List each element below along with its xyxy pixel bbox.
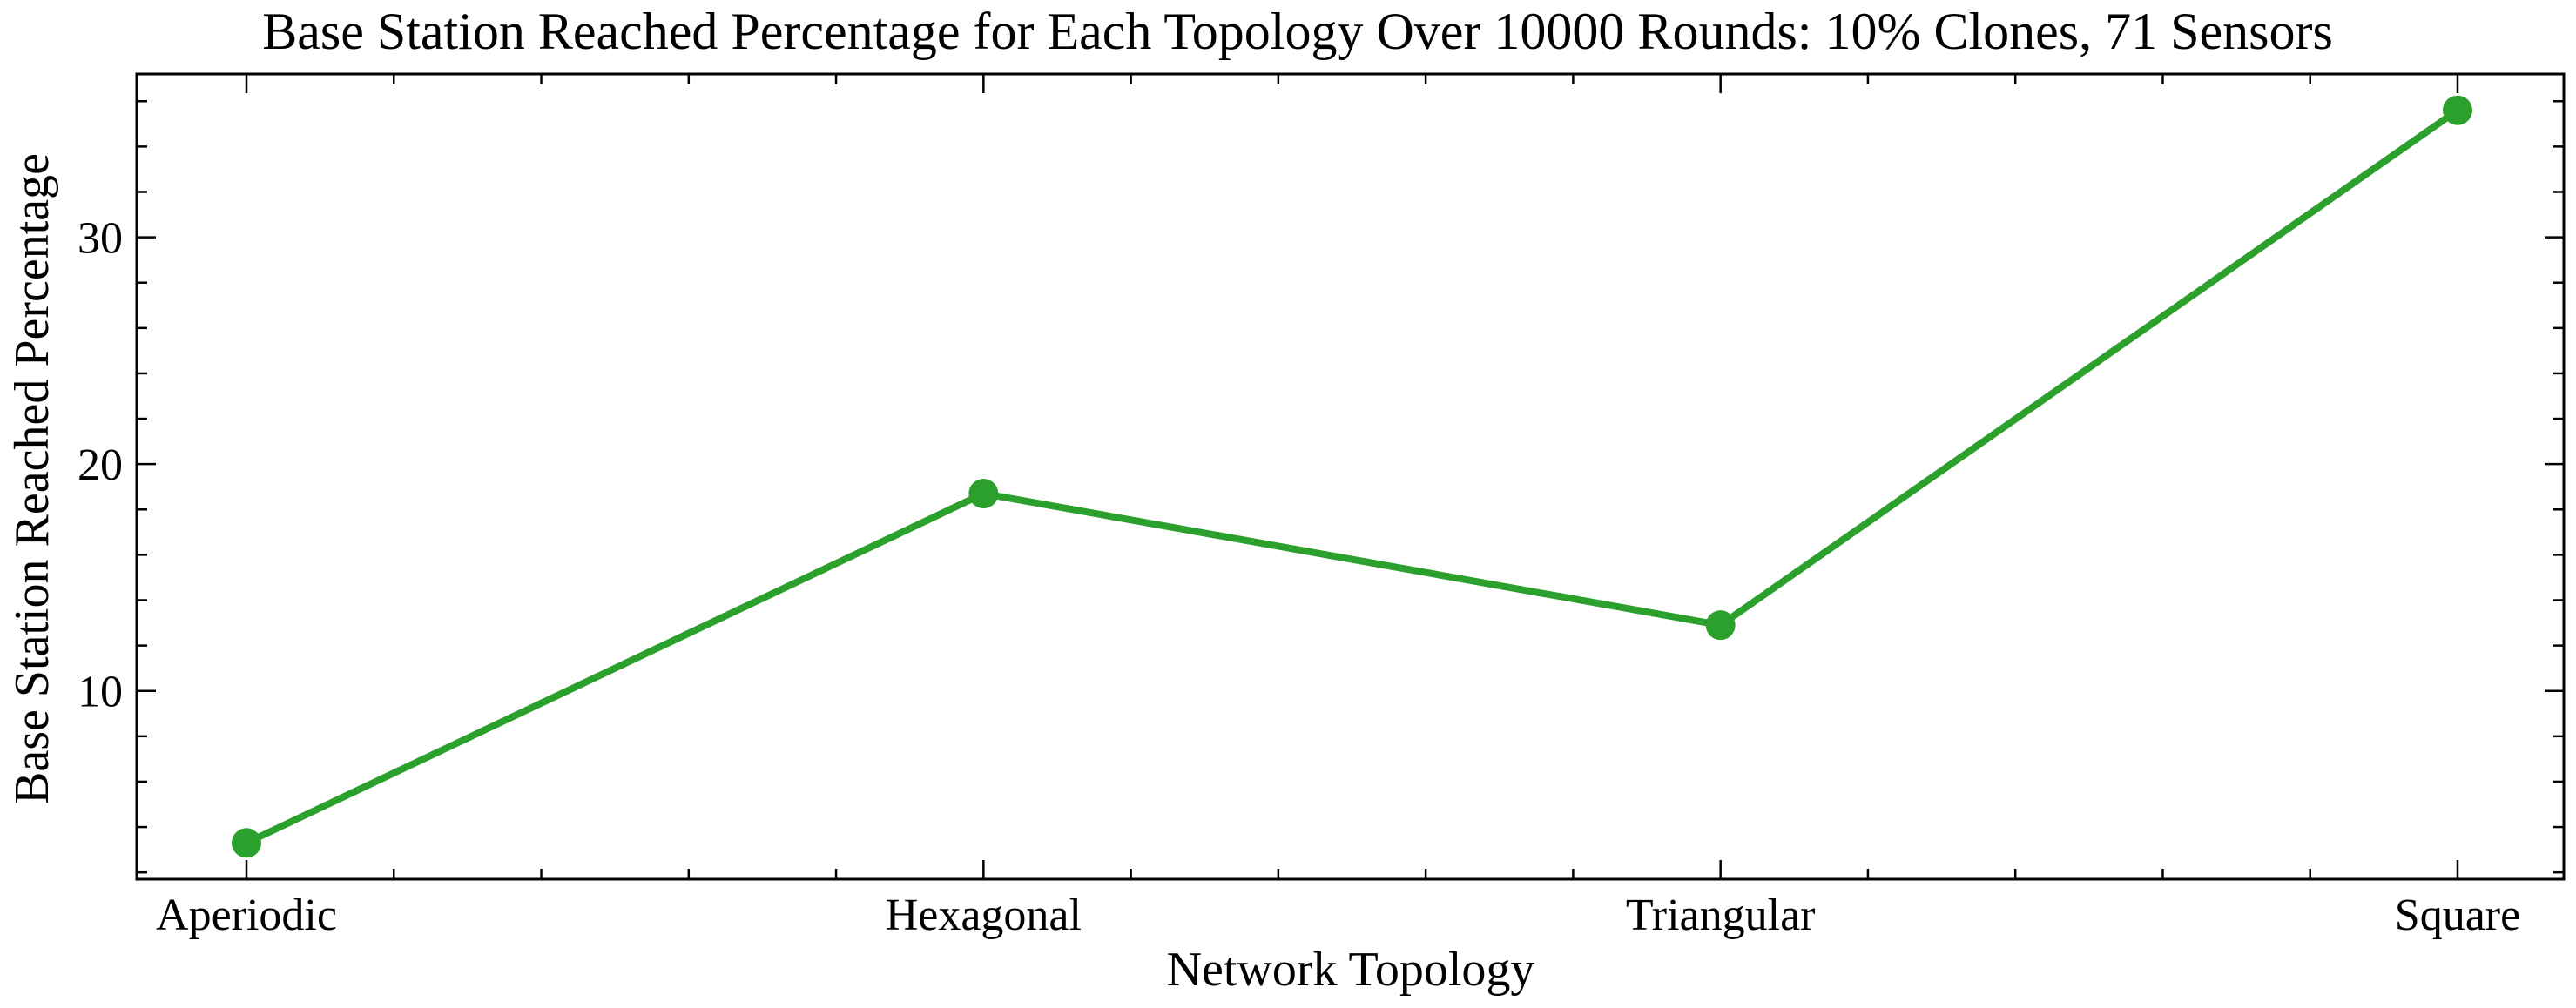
data-point (1705, 610, 1736, 641)
x-tick-label: Hexagonal (886, 890, 1082, 940)
data-point (232, 828, 261, 858)
data-point (968, 479, 999, 509)
series-line (243, 106, 2461, 847)
chart-title: Base Station Reached Percentage for Each… (262, 3, 2333, 60)
axes: 10 20 30 Aperiodic Hexagonal Triangular Square (78, 72, 2566, 940)
x-axis-label: Network Topology (1167, 943, 1535, 997)
x-tick-label: Triangular (1626, 890, 1816, 940)
data-point (2443, 95, 2472, 125)
plot-frame (135, 72, 2566, 881)
y-tick-label: 20 (78, 440, 123, 490)
series-layer (232, 95, 2472, 858)
y-tick-label: 30 (78, 214, 123, 264)
x-tick-label: Aperiodic (156, 890, 337, 940)
y-axis-label: Base Station Reached Percentage (5, 153, 59, 804)
y-tick-label: 10 (78, 668, 123, 717)
x-tick-label: Square (2395, 890, 2520, 940)
